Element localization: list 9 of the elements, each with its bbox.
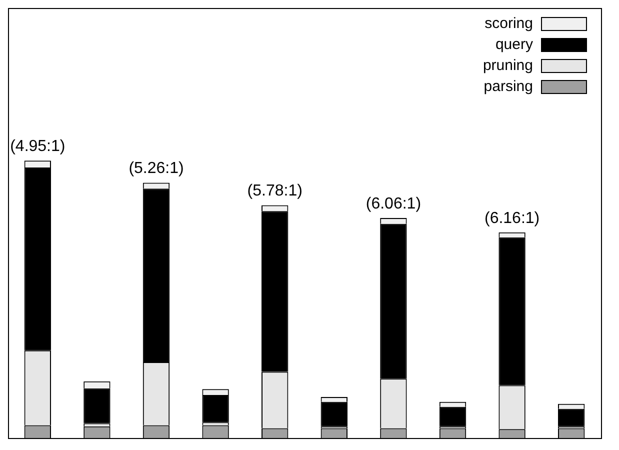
legend-label: pruning [482,57,533,74]
annotation: (6.06:1) [366,195,422,212]
legend-label: query [495,36,534,54]
annotation: (5.26:1) [128,160,184,178]
legend-label: scoring [484,15,533,32]
annotation: (6.16:1) [484,210,540,227]
annotation: (5.78:1) [247,182,302,200]
text: (4.95:1) [10,138,66,155]
legend-label: parsing [484,78,533,96]
